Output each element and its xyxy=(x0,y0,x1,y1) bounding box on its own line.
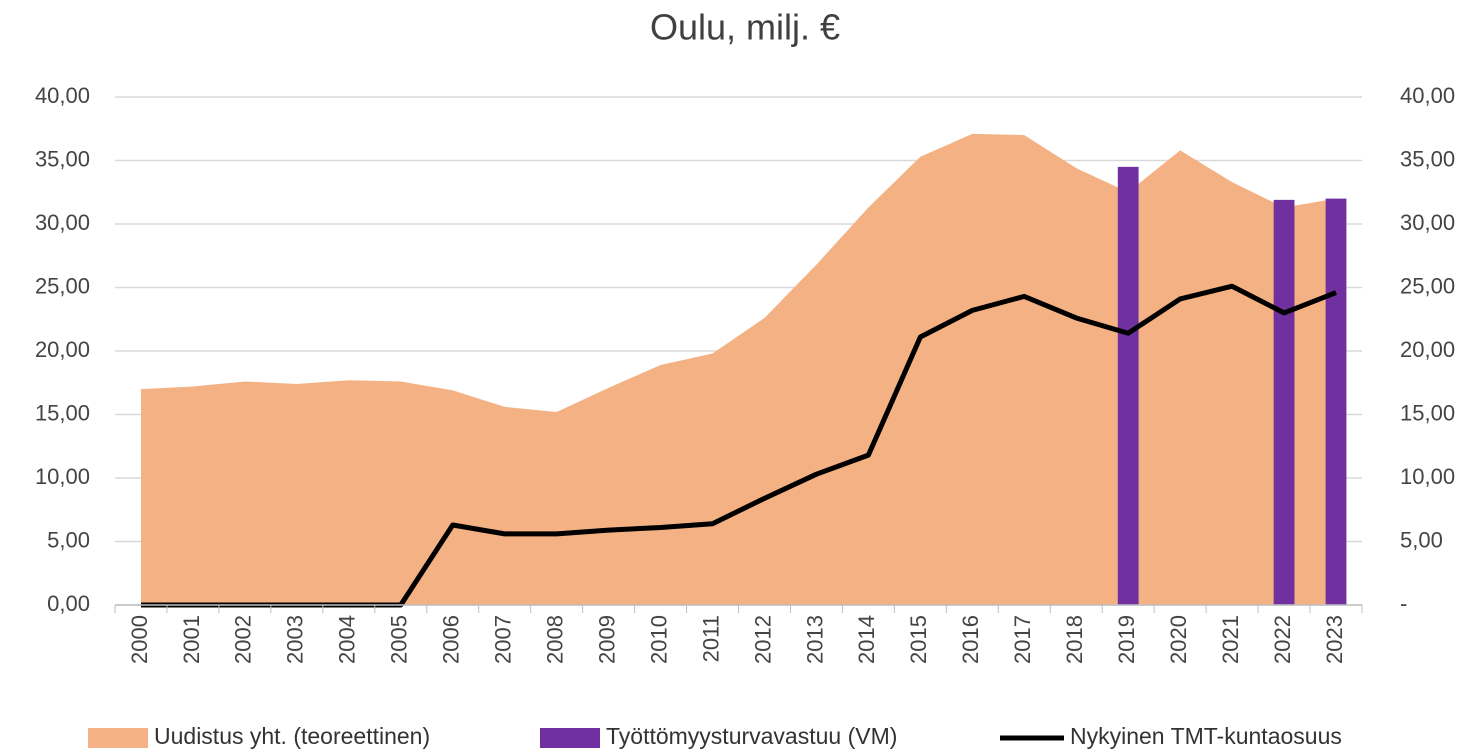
y2-tick-label: 20,00 xyxy=(1400,337,1455,362)
x-tick-label: 2021 xyxy=(1218,615,1243,664)
x-tick-label: 2009 xyxy=(594,615,619,664)
bar xyxy=(1273,199,1295,605)
y2-tick-label: 35,00 xyxy=(1400,146,1455,171)
y-tick-label: 30,00 xyxy=(35,210,90,235)
plot xyxy=(140,133,1347,608)
y-tick-label: 10,00 xyxy=(35,464,90,489)
area xyxy=(140,133,1337,605)
x-tick-label: 2012 xyxy=(750,615,775,664)
x-tick-label: 2017 xyxy=(1010,615,1035,664)
legend: Uudistus yht. (teoreettinen) Työttömyystu… xyxy=(88,723,1342,749)
x-tick-label: 2000 xyxy=(127,615,152,664)
legend-swatch xyxy=(88,728,148,748)
x-tick-label: 2018 xyxy=(1062,615,1087,664)
y2-tick-label: 15,00 xyxy=(1400,400,1455,425)
legend-label: Nykyinen TMT-kuntaosuus xyxy=(1070,723,1342,749)
legend-label: Työttömyysturvavastuu (VM) xyxy=(606,723,897,749)
x-tick-label: 2007 xyxy=(491,615,516,664)
x-tick-label: 2003 xyxy=(283,615,308,664)
y2-tick-label: - xyxy=(1400,591,1407,616)
bar xyxy=(1117,166,1139,605)
y-tick-label: 35,00 xyxy=(35,146,90,171)
y-tick-label: 15,00 xyxy=(35,400,90,425)
axes: 0,00 5,00 10,00 15,00 20,00 25,00 30,00 35,00 40… xyxy=(35,83,1455,664)
x-tick-label: 2015 xyxy=(906,615,931,664)
x-tick-label: 2005 xyxy=(387,615,412,664)
x-tick-label: 2008 xyxy=(542,615,567,664)
y2-tick-label: 5,00 xyxy=(1400,527,1443,552)
y2-tick-label: 40,00 xyxy=(1400,83,1455,108)
x-tick-label: 2019 xyxy=(1114,615,1139,664)
y-tick-label: 25,00 xyxy=(35,273,90,298)
x-tick-label: 2023 xyxy=(1322,615,1347,664)
x-tick-label: 2014 xyxy=(854,615,879,664)
x-tick-label: 2002 xyxy=(231,615,256,664)
x-tick-label: 2006 xyxy=(439,615,464,664)
legend-label: Uudistus yht. (teoreettinen) xyxy=(154,723,430,749)
x-tick-label: 2004 xyxy=(335,615,360,664)
legend-swatch xyxy=(540,728,600,748)
x-tick-label: 2010 xyxy=(646,615,671,664)
bar xyxy=(1325,198,1347,605)
x-tick-label: 2016 xyxy=(958,615,983,664)
y2-tick-label: 10,00 xyxy=(1400,464,1455,489)
y-tick-label: 20,00 xyxy=(35,337,90,362)
x-tick-label: 2020 xyxy=(1166,615,1191,664)
y-tick-label: 40,00 xyxy=(35,83,90,108)
x-tick-label: 2013 xyxy=(802,615,827,664)
y2-tick-label: 30,00 xyxy=(1400,210,1455,235)
y2-tick-label: 25,00 xyxy=(1400,273,1455,298)
x-tick-label: 2011 xyxy=(698,615,723,662)
y-tick-label: 5,00 xyxy=(47,527,90,552)
y-tick-label: 0,00 xyxy=(47,591,90,616)
chart-title: Oulu, milj. € xyxy=(650,7,840,48)
x-tick-label: 2022 xyxy=(1270,615,1295,664)
x-tick-label: 2001 xyxy=(179,615,204,664)
